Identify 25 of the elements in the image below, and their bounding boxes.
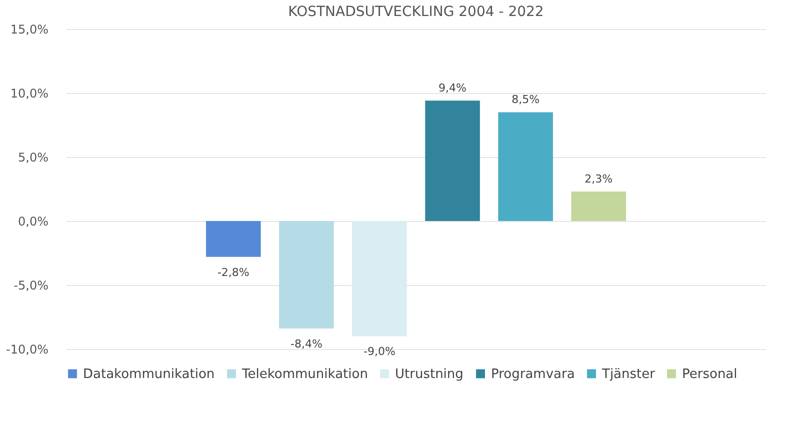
- y-tick-label: 0,0%: [18, 214, 48, 228]
- data-label: -2,8%: [217, 266, 250, 279]
- legend-label: Tjänster: [601, 366, 656, 382]
- bar: [352, 221, 407, 336]
- legend-label: Personal: [682, 366, 738, 382]
- chart-title: KOSTNADSUTVECKLING 2004 - 2022: [288, 4, 544, 20]
- y-tick-label: 5,0%: [18, 150, 48, 164]
- y-tick-label: 10,0%: [10, 86, 48, 100]
- y-tick-label: -5,0%: [14, 278, 48, 292]
- data-label: 9,4%: [438, 82, 466, 95]
- legend-label: Datakommunikation: [83, 366, 215, 382]
- bar: [571, 192, 626, 221]
- legend-label: Utrustning: [395, 366, 464, 382]
- data-label: -9,0%: [364, 345, 396, 358]
- y-tick-label: 15,0%: [10, 22, 48, 36]
- data-label: -8,4%: [290, 338, 322, 351]
- y-tick-label: -10,0%: [6, 342, 48, 356]
- bar: [425, 100, 480, 221]
- legend-label: Programvara: [491, 366, 575, 382]
- bar: [279, 221, 334, 329]
- legend-label: Telekommunikation: [241, 366, 368, 382]
- bar: [206, 221, 261, 257]
- bar: [498, 112, 553, 221]
- data-label: 8,5%: [512, 93, 540, 106]
- data-label: 2,3%: [584, 172, 613, 186]
